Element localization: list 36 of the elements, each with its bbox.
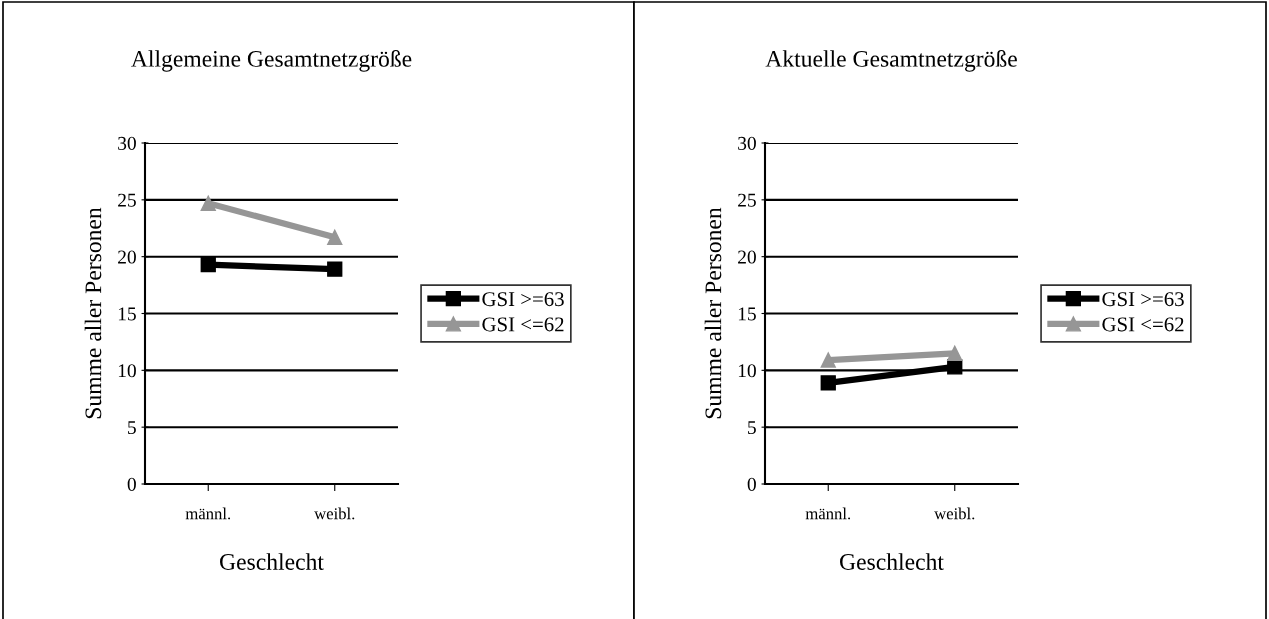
chart-title: Allgemeine Gesamtnetzgröße bbox=[131, 49, 412, 72]
point bbox=[820, 375, 836, 391]
point bbox=[947, 359, 963, 375]
y-tick-label: 0 bbox=[127, 477, 136, 491]
y-tick-label: 20 bbox=[738, 250, 756, 264]
y-tick-label: 25 bbox=[738, 193, 756, 207]
legend-label: GSI >=63 bbox=[1102, 292, 1184, 307]
legend-label: GSI <=62 bbox=[1102, 317, 1184, 332]
y-tick-label: 30 bbox=[738, 136, 756, 150]
point bbox=[947, 345, 963, 361]
x-tick-label: männl. bbox=[185, 507, 231, 520]
y-tick-label: 5 bbox=[128, 421, 136, 435]
point bbox=[327, 229, 343, 245]
y-tick-label: 25 bbox=[118, 193, 136, 207]
point bbox=[200, 256, 216, 273]
chart-title: Aktuelle Gesamtnetzgröße bbox=[765, 49, 1017, 72]
x-tick-label: männl. bbox=[805, 507, 851, 520]
point bbox=[820, 352, 836, 368]
y-tick-label: 10 bbox=[118, 364, 136, 378]
y-tick-label: 0 bbox=[747, 477, 756, 491]
legend-label: GSI <=62 bbox=[482, 317, 564, 332]
y-tick-label: 20 bbox=[118, 250, 136, 264]
y-axis-title: Summe aller Personen bbox=[84, 207, 102, 419]
y-tick-label: 5 bbox=[748, 421, 756, 435]
y-tick-label: 15 bbox=[738, 307, 756, 321]
y-tick-label: 10 bbox=[738, 364, 756, 378]
legend-label: GSI >=63 bbox=[482, 292, 564, 307]
x-axis-title: Geschlecht bbox=[220, 553, 324, 570]
y-tick-label: 15 bbox=[118, 307, 136, 321]
point bbox=[327, 261, 343, 277]
point bbox=[200, 195, 216, 211]
y-axis-title: Summe aller Personen bbox=[704, 207, 722, 419]
x-tick-label: weibl. bbox=[934, 507, 975, 520]
x-tick-label: weibl. bbox=[314, 507, 355, 520]
x-axis-title: Geschlecht bbox=[840, 553, 944, 570]
y-tick-label: 30 bbox=[118, 136, 136, 150]
